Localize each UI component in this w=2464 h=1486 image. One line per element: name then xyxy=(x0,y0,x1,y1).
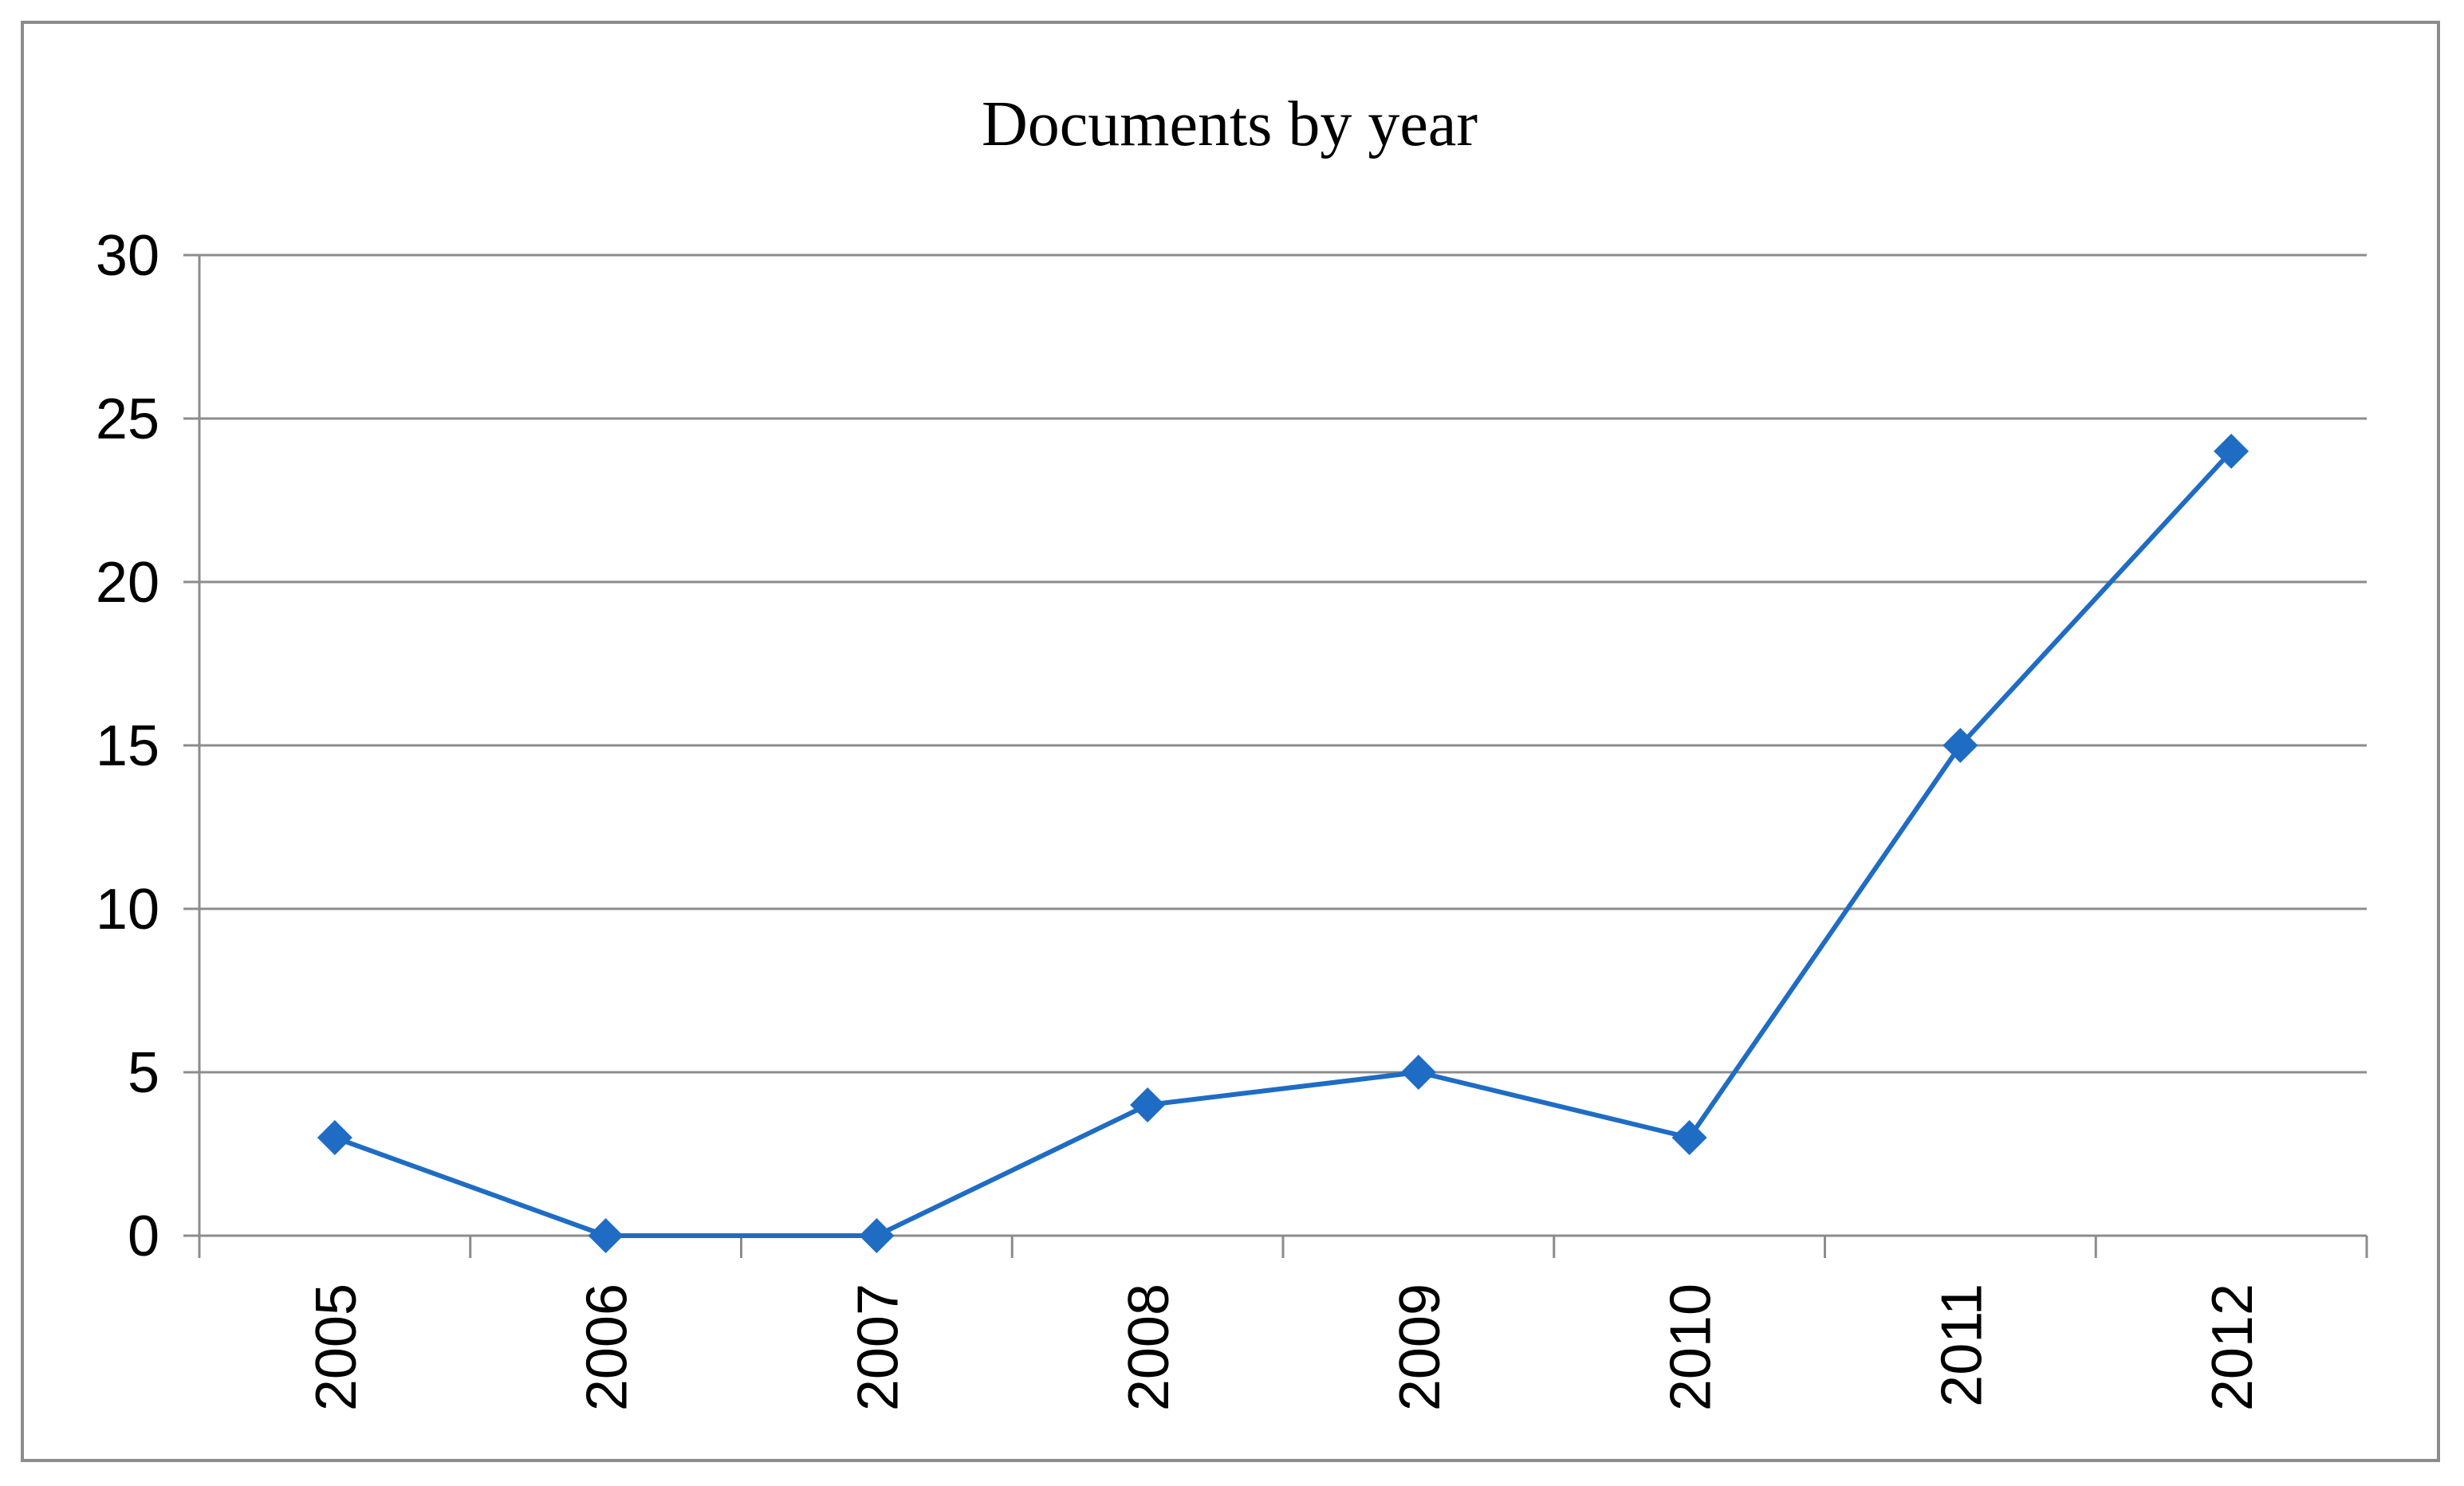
axes xyxy=(183,255,2368,1258)
series-line xyxy=(333,449,2234,1238)
x-tick-label: 2006 xyxy=(576,1284,640,1411)
data-point-marker xyxy=(1671,1120,1707,1155)
y-tick-label: 10 xyxy=(96,878,159,942)
y-tick-label: 0 xyxy=(128,1205,159,1268)
y-tick-label: 20 xyxy=(96,551,159,615)
data-point-marker xyxy=(317,1120,352,1155)
x-tick-label: 2005 xyxy=(305,1284,368,1411)
y-tick-label: 30 xyxy=(96,224,159,288)
chart-title: Documents by year xyxy=(982,89,1478,159)
y-tick-labels: 0 5 10 15 20 25 30 xyxy=(96,224,159,1268)
data-point-marker xyxy=(588,1218,624,1253)
x-tick-label: 2011 xyxy=(1930,1284,1994,1407)
x-tick-labels: 2005 2006 2007 2008 2009 2010 2011 2012 xyxy=(305,1284,2265,1411)
data-point-marker xyxy=(1400,1055,1436,1090)
y-tick-label: 5 xyxy=(128,1041,159,1105)
y-tick-label: 25 xyxy=(96,387,159,451)
data-point-marker xyxy=(1942,728,1978,763)
data-point-marker xyxy=(859,1218,895,1253)
x-tick-label: 2007 xyxy=(846,1284,910,1411)
data-point-marker xyxy=(1130,1087,1166,1122)
gridlines xyxy=(183,254,2367,1074)
chart-frame xyxy=(21,21,2440,1462)
x-tick-label: 2012 xyxy=(2201,1284,2265,1411)
x-tick-label: 2008 xyxy=(1117,1284,1181,1411)
x-tick-label: 2009 xyxy=(1388,1284,1452,1411)
series-layer xyxy=(317,434,2249,1253)
x-tick-label: 2010 xyxy=(1659,1284,1723,1411)
data-point-marker xyxy=(2214,434,2249,469)
y-tick-label: 15 xyxy=(96,714,159,778)
